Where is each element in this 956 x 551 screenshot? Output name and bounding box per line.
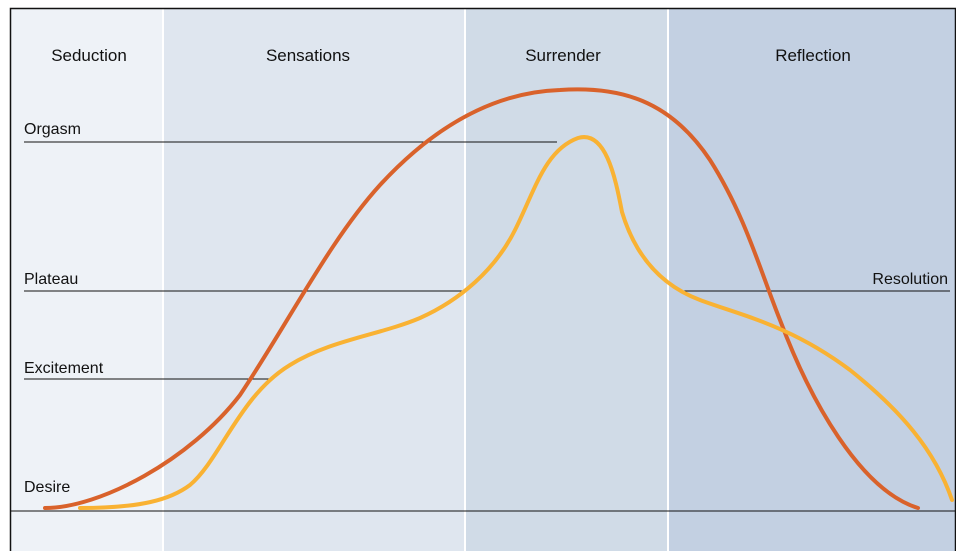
curve-light [78,135,954,510]
level-label: Excitement [24,360,104,377]
phase-band [668,8,956,551]
phase-label: Sensations [266,46,350,65]
phase-label: Seduction [51,46,127,65]
phase-label: Reflection [775,46,851,65]
level-label: Desire [24,479,70,496]
phase-label: Surrender [525,46,601,65]
curve-dark [43,87,920,510]
level-label: Orgasm [24,121,81,138]
level-label: Plateau [24,271,78,288]
level-label: Resolution [872,271,948,288]
phase-band [10,8,163,551]
